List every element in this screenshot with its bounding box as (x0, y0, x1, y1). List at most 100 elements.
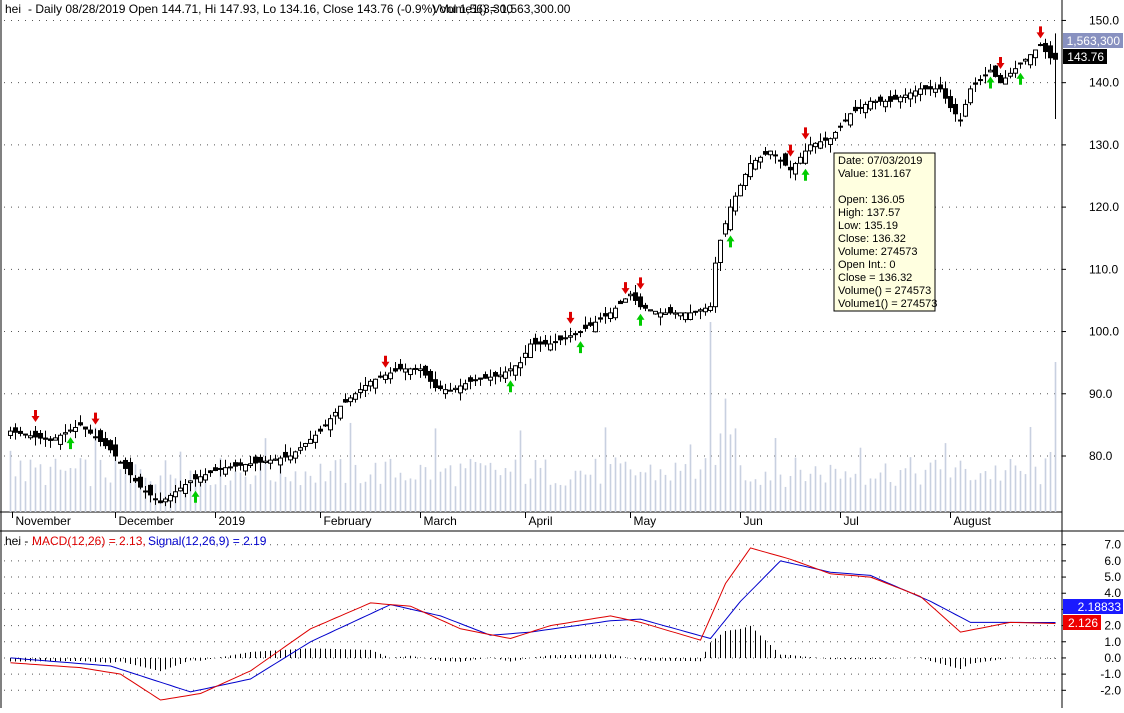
volume-bar (814, 466, 817, 512)
candle-body (333, 411, 338, 417)
volume-bar (824, 482, 827, 512)
volume-bar (474, 461, 477, 512)
candle-body (293, 451, 298, 459)
candle-body (368, 380, 373, 387)
volume-bar (789, 475, 792, 512)
volume-bar (954, 467, 957, 512)
volume-bar (739, 465, 742, 512)
volume-bar (409, 478, 412, 512)
candle-body (243, 464, 248, 472)
candle-body (98, 430, 103, 442)
macd-tick-label: 7.0 (1104, 538, 1121, 552)
volume-bar (899, 469, 902, 512)
volume-bar (994, 465, 997, 512)
volume-bar (1009, 459, 1012, 512)
volume-bar (1044, 458, 1047, 512)
volume-bar (459, 463, 462, 512)
candle-body (573, 333, 578, 336)
candle-body (68, 429, 73, 432)
month-label: March (424, 514, 457, 528)
macd-panel[interactable]: -2.0-1.00.01.02.03.04.05.06.07.0 (4, 538, 1121, 701)
volume-bar (934, 459, 937, 512)
candle-body (728, 206, 733, 231)
candle-body (718, 239, 723, 264)
candle-body (908, 92, 913, 100)
volume-bar (384, 461, 387, 512)
volume-bar (764, 471, 767, 512)
volume-bar (214, 484, 217, 512)
volume-bar (379, 483, 382, 512)
volume-bar (89, 486, 92, 512)
volume-bar (914, 473, 917, 512)
candle-body (288, 455, 293, 461)
candle-body (323, 424, 328, 427)
volume-bar (109, 482, 112, 512)
volume-bar (489, 462, 492, 512)
signal-label: Signal(12,26,9) = 2.19 (148, 534, 267, 548)
volume-bar (574, 470, 577, 512)
volume-bar (69, 468, 72, 512)
volume-bar (54, 458, 57, 512)
volume-bar (424, 467, 427, 512)
candle-body (33, 430, 38, 438)
candle-body (803, 150, 808, 164)
volume-bar (674, 462, 677, 512)
tooltip-line: Volume() = 274573 (838, 285, 931, 297)
volume-bar (494, 469, 497, 512)
candle-body (558, 335, 563, 341)
volume-bar (804, 481, 807, 512)
macd-tick-label: -1.0 (1100, 667, 1121, 681)
candle-body (43, 437, 48, 440)
volume-bar (329, 470, 332, 512)
volume-bar (229, 480, 232, 512)
volume-bar (374, 462, 377, 512)
candle-body (808, 144, 813, 152)
candle-body (343, 399, 348, 403)
chart-info-line: - Daily 08/28/2019 Open 144.71, Hi 147.9… (28, 2, 513, 16)
candle-body (228, 466, 233, 469)
candle-body (948, 96, 953, 109)
candle-body (998, 74, 1003, 84)
sell-arrow (786, 144, 795, 157)
candle-body (538, 341, 543, 345)
volume-bar (209, 485, 212, 512)
candle-body (738, 184, 743, 197)
candle-body (793, 163, 798, 175)
candle-body (23, 433, 28, 436)
macd-tick-label: 2.0 (1104, 619, 1121, 633)
candle-body (528, 343, 533, 359)
volume-bar (369, 474, 372, 512)
candle-body (993, 65, 998, 77)
signal-badge: 2.18833 (1063, 599, 1123, 614)
volume-bar (279, 457, 282, 512)
candle-body (283, 451, 288, 458)
volume-bar (79, 458, 82, 512)
candle-body (198, 476, 203, 483)
macd-badge-text: 2.126 (1068, 616, 1098, 630)
volume-bar (759, 484, 762, 512)
candle-body (433, 379, 438, 389)
candle-body (658, 312, 663, 318)
volume-bar (354, 464, 357, 512)
price-tick-label: 150.0 (1089, 13, 1119, 27)
candle-body (533, 337, 538, 345)
sell-arrow (636, 277, 645, 290)
volume-bar (24, 481, 27, 512)
volume-bar (944, 443, 947, 512)
volume-bar (49, 466, 52, 512)
candle-body (93, 436, 98, 439)
candle-body (1018, 62, 1023, 65)
macd-tick-label: -2.0 (1100, 683, 1121, 697)
volume-bar (909, 457, 912, 512)
tooltip-line: Volume: 274573 (838, 246, 918, 258)
tooltip-line: Date: 07/03/2019 (838, 155, 922, 167)
volume-bar (554, 483, 557, 512)
candle-body (853, 106, 858, 112)
volume-bar (599, 483, 602, 512)
candle-body (388, 372, 393, 380)
candle-body (28, 435, 33, 439)
candle-body (963, 103, 968, 117)
